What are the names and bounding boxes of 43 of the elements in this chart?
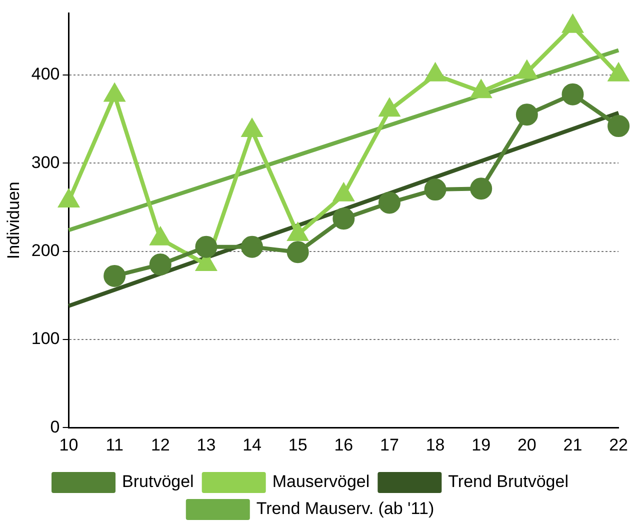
x-tick-label: 19 bbox=[472, 435, 491, 454]
legend-label: Trend Brutvögel bbox=[448, 472, 568, 492]
x-tick-label: 11 bbox=[106, 435, 124, 454]
x-tick-label: 22 bbox=[609, 435, 628, 454]
legend-label: Mauservögel bbox=[272, 472, 370, 492]
y-axis-title: Individuen bbox=[4, 182, 23, 260]
x-tick-label: 17 bbox=[380, 435, 399, 454]
y-tick-label: 0 bbox=[50, 417, 60, 436]
legend-label: Trend Mauserv. (ab '11) bbox=[256, 499, 434, 518]
point bbox=[104, 84, 124, 102]
point bbox=[58, 190, 79, 208]
x-tick-label: 20 bbox=[517, 435, 536, 454]
x-tick-label: 18 bbox=[426, 435, 445, 454]
point bbox=[241, 236, 264, 258]
point bbox=[286, 241, 309, 264]
x-tick-label: 15 bbox=[288, 435, 308, 454]
x-tick-label: 12 bbox=[150, 435, 170, 454]
x-tick-label: 21 bbox=[563, 435, 582, 454]
point bbox=[242, 119, 262, 137]
point bbox=[424, 178, 446, 201]
point bbox=[332, 208, 355, 230]
point bbox=[425, 64, 446, 82]
point bbox=[195, 236, 218, 258]
x-tick-label: 13 bbox=[196, 435, 216, 454]
point bbox=[334, 184, 354, 202]
x-tick-label: 14 bbox=[242, 435, 262, 454]
y-tick-label: 400 bbox=[31, 64, 60, 84]
x-tick-label: 10 bbox=[59, 435, 78, 454]
point bbox=[608, 64, 628, 82]
point bbox=[380, 99, 400, 117]
point bbox=[378, 192, 400, 214]
point bbox=[288, 224, 308, 242]
point bbox=[104, 264, 126, 287]
y-tick-label: 200 bbox=[31, 240, 60, 260]
y-tick-label: 100 bbox=[31, 329, 60, 348]
x-tick-label: 16 bbox=[334, 435, 354, 454]
point bbox=[149, 253, 172, 276]
legend-label: Brutvögel bbox=[122, 472, 194, 492]
y-tick-label: 300 bbox=[31, 152, 60, 172]
point bbox=[517, 61, 537, 79]
point bbox=[562, 15, 583, 33]
point bbox=[471, 80, 491, 98]
point bbox=[470, 178, 492, 200]
